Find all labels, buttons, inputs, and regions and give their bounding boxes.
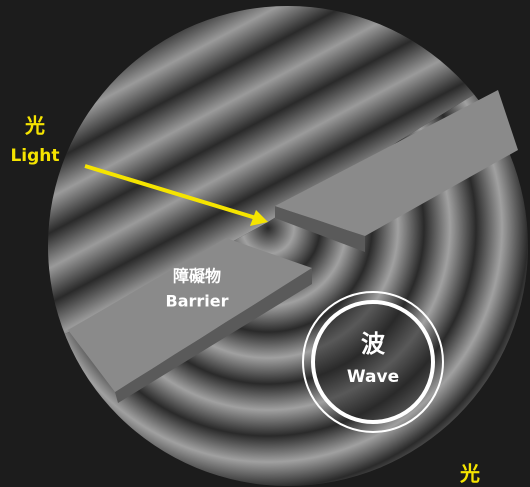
corner-label: 光 [459,462,480,486]
badge-ring [302,291,444,433]
light-zh: 光 [24,114,45,138]
barrier-side [115,268,312,403]
arrow-head [250,210,268,226]
barrier-top [275,90,518,236]
barrier-en: Barrier [166,292,229,311]
light-en: Light [10,146,59,166]
barrier-zh: 障礙物 [173,267,221,286]
wave-en: Wave [347,367,399,387]
badge-ring [311,300,435,424]
barrier-side [275,206,365,252]
barrier-top [68,238,312,392]
wave-zh: 波 [361,330,386,358]
light-arrow [84,164,257,220]
